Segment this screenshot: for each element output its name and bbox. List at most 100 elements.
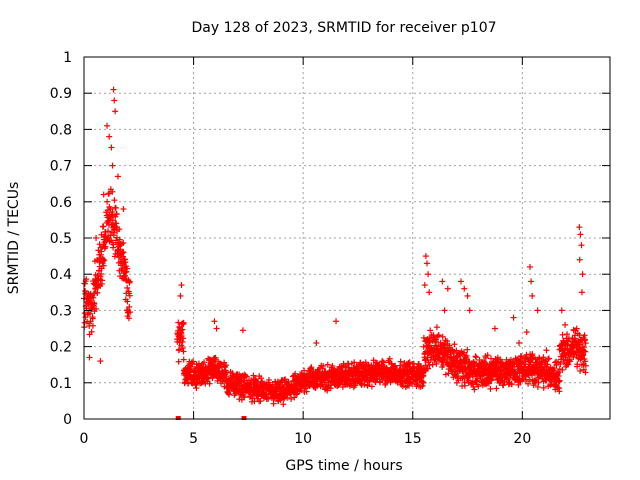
y-tick-label: 0	[63, 412, 72, 428]
x-axis-label: GPS time / hours	[285, 458, 402, 474]
y-tick-label: 0.9	[50, 86, 72, 102]
data-point	[86, 310, 93, 317]
data-point	[109, 217, 116, 224]
y-tick-label: 0.2	[50, 340, 72, 356]
data-point	[120, 239, 127, 246]
data-point	[176, 346, 183, 353]
data-point	[223, 369, 230, 376]
data-point	[223, 362, 230, 369]
y-tick-label: 0.6	[50, 195, 72, 211]
data-point	[110, 241, 117, 248]
data-point	[257, 398, 264, 405]
y-tick-label: 0.8	[50, 122, 72, 138]
data-point	[303, 388, 310, 395]
data-point	[240, 392, 247, 399]
data-point	[108, 212, 115, 219]
data-point	[284, 394, 291, 401]
y-tick-label: 0.7	[50, 159, 72, 175]
data-point	[116, 236, 123, 243]
data-point	[280, 401, 287, 408]
x-tick-label: 10	[294, 431, 312, 447]
y-axis-label: SRMTID / TECUs	[6, 182, 22, 295]
data-point	[292, 391, 299, 398]
data-point	[175, 319, 182, 326]
data-point	[122, 259, 129, 266]
data-point	[104, 198, 111, 205]
data-point	[126, 292, 133, 299]
data-point	[107, 205, 114, 212]
x-tick-label: 20	[513, 431, 531, 447]
data-point	[258, 375, 265, 382]
data-point	[89, 322, 96, 329]
y-tick-label: 0.4	[50, 267, 72, 283]
data-point	[112, 204, 119, 211]
data-point	[116, 226, 123, 233]
y-tick-label: 0.3	[50, 303, 72, 319]
data-point	[88, 328, 95, 335]
x-tick-label: 0	[80, 431, 89, 447]
data-point	[282, 376, 289, 383]
data-point	[243, 373, 250, 380]
data-point	[242, 372, 249, 379]
data-point	[250, 372, 257, 379]
data-point	[91, 301, 98, 308]
data-point	[291, 394, 298, 401]
data-point	[122, 269, 129, 276]
data-point	[100, 256, 107, 263]
data-point	[126, 278, 133, 285]
data-point	[190, 358, 197, 365]
data-point	[100, 262, 107, 269]
data-point	[120, 249, 127, 256]
data-point	[175, 358, 182, 365]
data-point	[127, 309, 134, 316]
data-point	[179, 345, 186, 352]
data-point	[201, 359, 208, 366]
data-point	[125, 315, 132, 322]
x-tick-label: 5	[189, 431, 198, 447]
data-point	[206, 380, 213, 387]
x-tick-label: 15	[404, 431, 422, 447]
data-point	[180, 319, 187, 326]
data-point	[109, 188, 116, 195]
data-point	[180, 356, 187, 363]
data-point	[94, 289, 101, 296]
data-point	[241, 394, 248, 401]
data-point	[93, 305, 100, 312]
data-point	[98, 248, 105, 255]
data-point	[265, 395, 272, 402]
data-point	[100, 223, 107, 230]
data-point	[126, 303, 133, 310]
data-point	[279, 383, 286, 390]
y-tick-label: 1	[63, 50, 72, 66]
data-point	[288, 395, 295, 402]
data-point	[98, 271, 105, 278]
data-point	[179, 326, 186, 333]
data-point	[180, 348, 187, 355]
data-point	[221, 363, 228, 370]
data-point	[109, 209, 116, 216]
data-point	[106, 190, 113, 197]
data-point	[111, 197, 118, 204]
y-tick-label: 0.1	[50, 376, 72, 392]
data-point	[193, 385, 200, 392]
data-point	[81, 280, 88, 287]
data-point	[81, 319, 88, 326]
data-point	[105, 228, 112, 235]
data-point	[89, 315, 96, 322]
data-point	[301, 367, 308, 374]
data-point	[308, 364, 315, 371]
chart-title: Day 128 of 2023, SRMTID for receiver p10…	[191, 20, 496, 36]
data-point	[113, 211, 120, 218]
data-point	[99, 277, 106, 284]
data-point	[124, 284, 131, 291]
y-tick-label: 0.5	[50, 231, 72, 247]
data-points	[81, 86, 589, 420]
data-point	[270, 400, 277, 407]
data-point	[124, 265, 131, 272]
data-point	[180, 335, 187, 342]
data-point	[124, 298, 131, 305]
data-point	[104, 207, 111, 214]
data-point	[95, 282, 102, 289]
data-point	[101, 257, 108, 264]
